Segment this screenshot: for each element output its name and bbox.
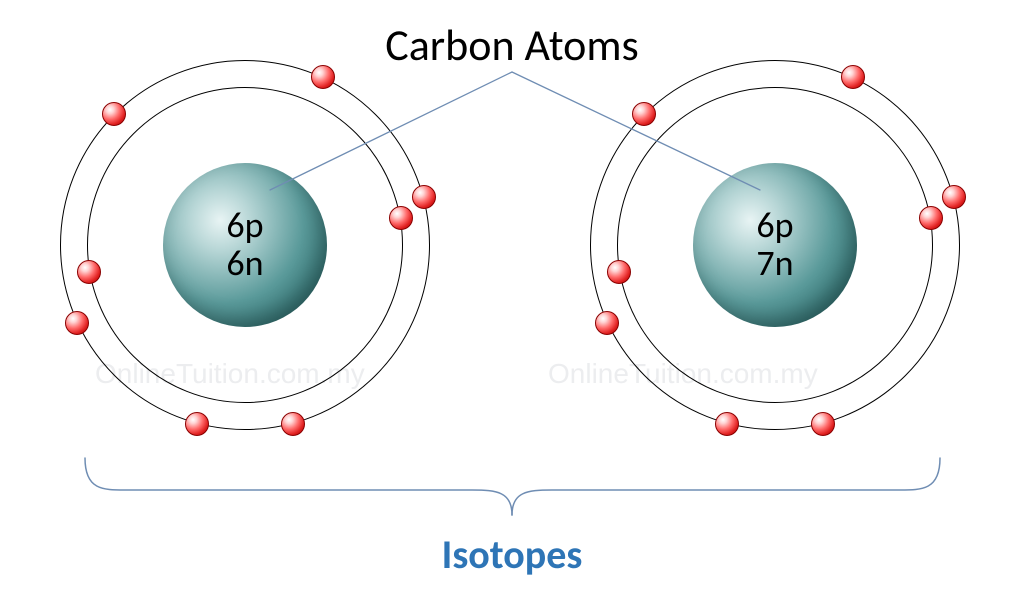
nucleus: 6p7n xyxy=(693,163,857,327)
electron xyxy=(311,65,335,89)
diagram-stage: Carbon Atoms OnlineTuition.com.my Online… xyxy=(0,0,1024,595)
isotopes-label: Isotopes xyxy=(442,530,583,579)
electron xyxy=(389,206,413,230)
electron xyxy=(102,102,126,126)
electron xyxy=(595,311,619,335)
neutron-count-label: 6n xyxy=(226,245,263,283)
electron xyxy=(185,412,209,436)
electron xyxy=(942,185,966,209)
electron xyxy=(607,260,631,284)
electron xyxy=(65,311,89,335)
electron xyxy=(715,412,739,436)
proton-count-label: 6p xyxy=(756,207,793,245)
electron xyxy=(77,260,101,284)
electron xyxy=(841,65,865,89)
electron xyxy=(281,412,305,436)
electron xyxy=(412,185,436,209)
electron xyxy=(811,412,835,436)
nucleus: 6p6n xyxy=(163,163,327,327)
proton-count-label: 6p xyxy=(226,207,263,245)
electron xyxy=(919,206,943,230)
title-label: Carbon Atoms xyxy=(385,18,638,72)
neutron-count-label: 7n xyxy=(756,245,793,283)
electron xyxy=(632,102,656,126)
